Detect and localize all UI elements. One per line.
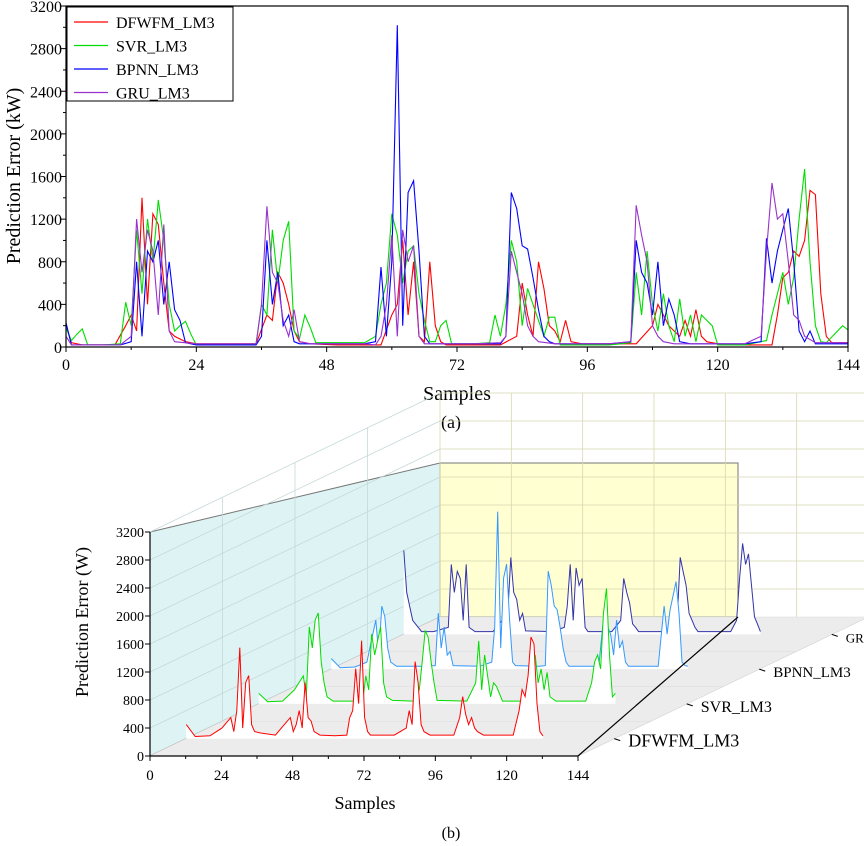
chart-a-y-tick-label: 800 [38, 255, 62, 272]
chart-b-depth-tick [614, 738, 621, 742]
chart-b-series-group [149, 511, 864, 757]
chart-a-panel-label: (a) [441, 412, 461, 433]
chart-b: 0 400 800 1200 1600 2000 2400 2800 3200 0 24 48 72 9… [72, 392, 864, 842]
chart-a-x-tick-label: 48 [319, 357, 335, 374]
chart-b-series-dfwfm-lm3 [185, 636, 544, 738]
chart-a-x-tick-label: 120 [706, 357, 730, 374]
chart-a-y-tick-label: 400 [38, 297, 62, 314]
chart-a-y-tick-label: 1600 [30, 170, 62, 187]
chart-b-y-axis: 0 400 800 1200 1600 2000 2400 2800 3200 [116, 526, 150, 765]
chart-a-series-group [65, 25, 849, 346]
chart-b-y-tick-label: 1200 [116, 666, 144, 681]
chart-a-series-dfwfm-lm3 [65, 189, 848, 346]
chart-a-y-tick-label: 0 [54, 340, 62, 357]
chart-b-y-tick-label: 2000 [116, 610, 144, 625]
chart-b-y-tick-label: 0 [137, 750, 144, 765]
chart-b-y-tick-label: 400 [123, 722, 144, 737]
chart-b-x-tick-label: 24 [214, 768, 230, 784]
chart-a-x-axis: 0 24 48 72 96 120 144 [62, 347, 860, 374]
chart-b-depth-axis-line [577, 616, 739, 757]
chart-b-depth-axis: DFWFM_LM3 SVR_LM3 BPNN_LM3 GRU_LM3 [614, 630, 864, 751]
chart-b-x-tick-label: 0 [146, 768, 154, 784]
chart-b-depth-tick [686, 703, 693, 707]
chart-b-depth-label-gru-lm3: GRU_LM3 [846, 630, 864, 645]
chart-a-x-tick-label: 96 [579, 357, 595, 374]
chart-b-series-svr-lm3 [258, 588, 616, 703]
chart-a-legend-label-svr-lm3: SVR_LM3 [116, 39, 187, 56]
chart-b-series-fill-gru-lm3 [403, 543, 761, 635]
chart-b-y-tick-label: 800 [123, 694, 144, 709]
chart-a-xlabel: Samples [423, 383, 491, 405]
chart-b-y-tick-label: 2400 [116, 582, 144, 597]
chart-b-series-fill-bpnn-lm3 [331, 511, 688, 670]
chart-b-x-tick-label: 144 [567, 768, 590, 784]
chart-a-legend-box [66, 6, 234, 102]
chart-b-xlabel: Samples [335, 793, 396, 813]
chart-b-x-tick-label: 96 [428, 768, 444, 784]
chart-b-depth-label-bpnn-lm3: BPNN_LM3 [773, 665, 851, 681]
chart-a-y-axis: 0 400 800 1200 1600 2000 2400 2800 3200 [30, 0, 66, 357]
chart-a-legend-label-bpnn-lm3: BPNN_LM3 [116, 62, 199, 79]
chart-a-y-tick-label: 2800 [30, 42, 62, 59]
chart-a-legend: DFWFM_LM3 SVR_LM3 BPNN_LM3 GRU_LM3 [66, 6, 234, 103]
chart-b-x-axis: 0 24 48 72 96 120 144 [146, 756, 590, 784]
chart-a-series-svr-lm3 [65, 168, 849, 346]
chart-a-x-tick-label: 144 [836, 357, 860, 374]
chart-b-x-tick-label: 48 [285, 768, 300, 784]
chart-a-x-tick-label: 72 [449, 357, 465, 374]
chart-a: 0 400 800 1200 1600 2000 2400 2800 3200 0 24 48 72 9… [3, 0, 860, 433]
chart-a-y-tick-label: 2000 [30, 127, 62, 144]
chart-a-legend-label-gru-lm3: GRU_LM3 [116, 86, 190, 103]
chart-a-legend-label-dfwfm-lm3: DFWFM_LM3 [116, 15, 215, 32]
chart-b-x-tick-label: 120 [495, 768, 518, 784]
chart-a-y-tick-label: 2400 [30, 84, 62, 101]
chart-a-ylabel: Prediction Error (kW) [3, 88, 25, 265]
chart-a-y-tick-label: 1200 [30, 212, 62, 229]
chart-b-depth-label-dfwfm-lm3: DFWFM_LM3 [628, 731, 739, 751]
chart-a-x-tick-label: 0 [62, 357, 70, 374]
chart-b-series-fill-svr-lm3 [258, 588, 616, 704]
chart-b-depth-tick [831, 633, 838, 637]
chart-b-depth-label-svr-lm3: SVR_LM3 [701, 699, 772, 716]
chart-b-ylabel: Prediction Error (W) [72, 547, 93, 697]
chart-b-series-gru-lm3 [403, 543, 761, 633]
chart-a-x-tick-label: 24 [188, 357, 204, 374]
chart-b-series-bpnn-lm3 [330, 511, 689, 669]
chart-b-y-tick-label: 2800 [116, 554, 144, 569]
chart-b-depth-tick [759, 668, 766, 672]
chart-a-y-tick-label: 3200 [30, 0, 62, 16]
chart-b-y-tick-label: 3200 [116, 526, 144, 541]
chart-b-panel-label: (b) [442, 825, 461, 842]
chart-b-back-wall [439, 462, 739, 618]
chart-b-x-tick-label: 72 [357, 768, 372, 784]
chart-a-series-gru-lm3 [65, 182, 848, 346]
chart-b-y-tick-label: 1600 [116, 638, 144, 653]
